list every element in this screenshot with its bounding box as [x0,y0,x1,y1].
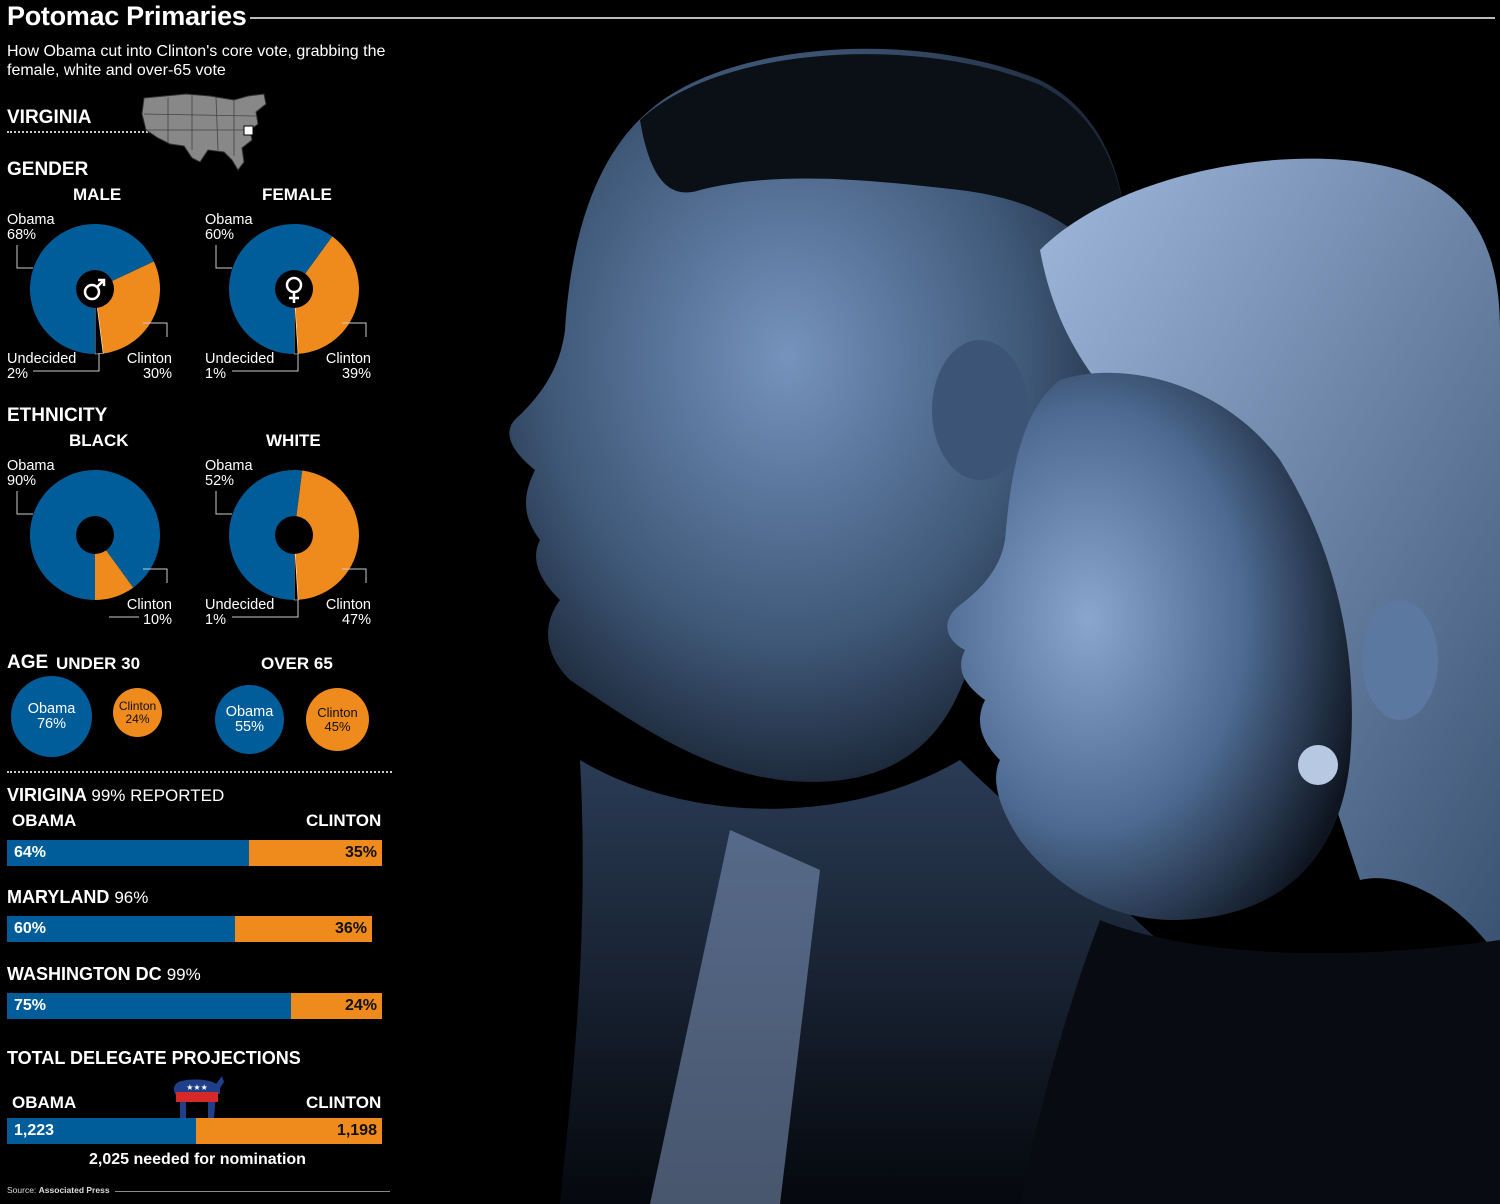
female-clinton-label: Clinton 39% [325,351,371,382]
female-symbol-cross [289,292,299,303]
male-heading: MALE [73,185,122,204]
male-symbol-icon [83,283,101,301]
gender-heading: GENDER [7,159,89,180]
white-obama-slice [228,470,303,600]
female-undecided-label: Undecided 1% [205,351,275,382]
dc-results-bar: 75% 24% [7,993,382,1019]
delegates-obama-segment: 1,223 [7,1118,197,1144]
svg-text:★★★: ★★★ [186,1083,208,1092]
under30-obama-bubble: Obama 76% [11,676,92,757]
white-undecided-label: Undecided 1% [205,597,275,628]
female-undecided-leader [232,353,299,372]
va-clinton-colhead: CLINTON [306,811,382,830]
black-clinton-leader [143,568,168,583]
us-map-icon [141,93,267,171]
virginia-heading: VIRGINIA [7,107,92,128]
dc-clinton-segment: 24% [291,993,382,1019]
white-clinton-leader [342,568,367,583]
dc-heading: WASHINGTON DC 99% [7,964,201,984]
age-divider [7,771,392,773]
male-obama-leader [16,245,33,269]
dc-obama-segment: 75% [7,993,292,1019]
under30-heading: UNDER 30 [56,654,141,673]
under30-clinton-bubble: Clinton 24% [113,688,162,737]
va-obama-segment: 64% [7,840,250,866]
delegates-clinton-segment: 1,198 [196,1118,382,1144]
female-obama-label: Obama 60% [205,212,253,243]
maryland-heading: MARYLAND 96% [7,887,149,907]
white-clinton-slice [294,470,360,600]
delegates-obama-colhead: OBAMA [12,1093,77,1112]
black-clinton-label: Clinton 10% [126,597,172,628]
black-obama-label: Obama 90% [7,458,55,489]
page-title: Potomac Primaries [7,1,247,31]
black-obama-leader [16,491,33,515]
va-clinton-segment: 35% [249,840,382,866]
black-heading: BLACK [69,431,129,450]
delegates-clinton-colhead: CLINTON [306,1093,382,1112]
over65-obama-bubble: Obama 55% [215,685,284,754]
age-heading: AGE [7,652,49,673]
title-rule [250,17,1495,19]
md-clinton-segment: 36% [235,916,372,942]
delegates-heading: TOTAL DELEGATE PROJECTIONS [7,1048,301,1068]
source-credit: Source: Associated Press [7,1185,110,1195]
delegates-bar: 1,223 1,198 [7,1118,382,1144]
virginia-results-bar: 64% 35% [7,840,382,866]
male-undecided-label: Undecided 2% [7,351,77,382]
male-clinton-leader [143,322,168,337]
white-obama-leader [215,491,232,515]
female-clinton-slice [294,236,359,354]
male-obama-label: Obama 68% [7,212,55,243]
white-heading: WHITE [266,431,321,450]
male-clinton-label: Clinton 30% [126,351,172,382]
white-clinton-label: Clinton 47% [325,597,371,628]
pie-charts [16,223,367,618]
va-obama-colhead: OBAMA [12,811,77,830]
male-undecided-leader [33,353,100,372]
female-heading: FEMALE [262,185,332,204]
female-clinton-leader [342,322,367,337]
male-symbol-arrow [96,278,106,288]
ethnicity-heading: ETHNICITY [7,405,108,426]
virginia-dotted-leader [7,131,247,133]
female-obama-leader [215,245,232,269]
democratic-donkey-icon: ★★★ [173,1076,224,1118]
over65-heading: OVER 65 [261,654,333,673]
md-obama-segment: 60% [7,916,236,942]
white-obama-label: Obama 52% [205,458,253,489]
virigina-heading: VIRIGINA 99% REPORTED [7,785,225,805]
candidates-photo [509,48,1500,1204]
female-pie-hole [275,270,313,308]
subtitle: How Obama cut into Clinton's core vote, … [7,43,386,79]
source-rule [115,1191,390,1192]
nomination-note: 2,025 needed for nomination [89,1151,306,1168]
white-undecided-leader [232,599,299,618]
male-pie-hole [76,270,114,308]
black-pie-hole [76,516,114,554]
white-pie-hole [275,516,313,554]
maryland-results-bar: 60% 36% [7,916,372,942]
over65-clinton-bubble: Clinton 45% [306,688,369,751]
